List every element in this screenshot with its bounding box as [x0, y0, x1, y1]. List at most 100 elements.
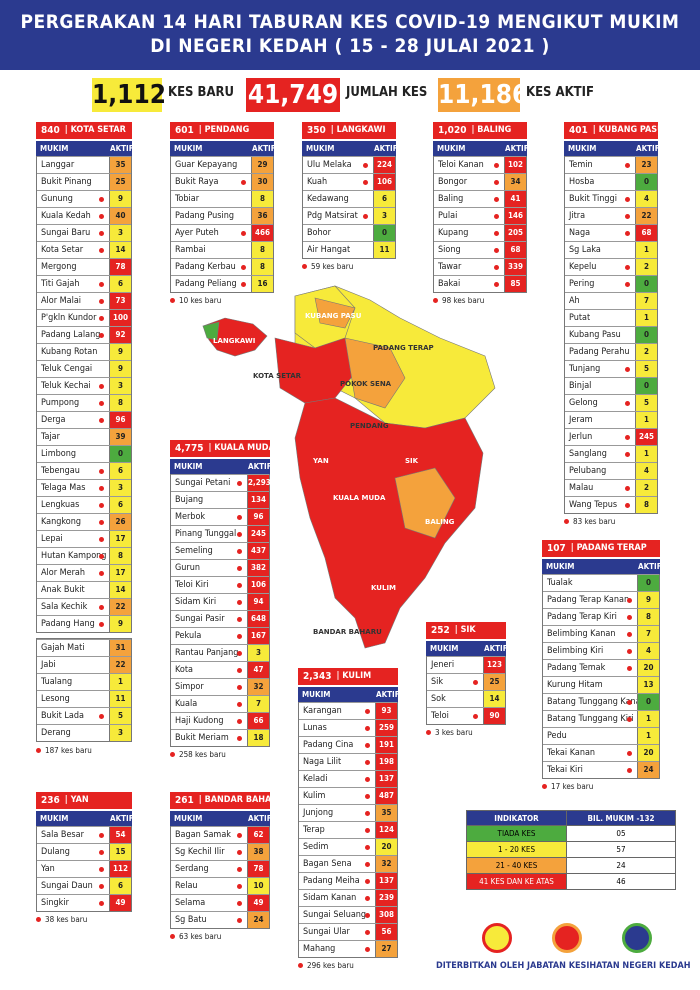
mukim-name: Padang Meiha — [299, 873, 375, 889]
mukim-name-text: Kubang Pasu — [569, 330, 621, 340]
table-row: Siong 68 — [434, 241, 526, 258]
mukim-name-text: Padang Temak — [547, 663, 606, 673]
table-row: Singkir 49 — [37, 894, 131, 911]
new-cases-text: 83 kes baru — [573, 517, 616, 526]
aktif-value: 112 — [109, 861, 131, 877]
indicator-row: 41 KES DAN KE ATAS 46 — [466, 874, 676, 890]
district-header: 401 | KUBANG PASU — [564, 122, 658, 139]
mukim-name-text: Terap — [303, 825, 325, 835]
district-total: 1,020 — [433, 122, 472, 139]
mukim-name-text: Teluk Kechai — [41, 381, 91, 391]
aktif-value: 93 — [375, 703, 397, 719]
table-row: Sedim 20 — [299, 838, 397, 855]
mukim-name: Teluk Cengai — [37, 361, 109, 377]
mukim-name: Padang Cina — [299, 737, 375, 753]
mukim-name-text: Lepai — [41, 534, 63, 544]
mukim-name: Keladi — [299, 771, 375, 787]
table-row: Padang Peliang 16 — [171, 275, 273, 292]
aktif-value: 49 — [109, 895, 131, 911]
aktif-value: 9 — [109, 361, 131, 377]
mukim-name-text: Sungai Petani — [175, 478, 231, 488]
table-row: Guar Kepayang 29 — [171, 156, 273, 173]
table-row: Jitra 22 — [565, 207, 657, 224]
table-row: Padang Terap Kiri 8 — [543, 608, 659, 625]
mukim-name: Padang Lalang — [37, 327, 109, 343]
page-header: PERGERAKAN 14 HARI TABURAN KES COVID-19 … — [0, 0, 700, 70]
table-row: Sidam Kiri 94 — [171, 593, 269, 610]
district-card: 252 | SIK MUKIM AKTIF Jeneri 123 Sik 25 Sok 14 Tel… — [426, 622, 508, 737]
district-card: 4,775 | KUALA MUDA MUKIM AKTIF Sungai Petani… — [170, 440, 272, 759]
aktif-value: 0 — [373, 225, 395, 241]
table-row: Padang Temak 20 — [543, 659, 659, 676]
mukim-name-text: Baling — [438, 194, 464, 204]
mukim-name-text: Teloi Kanan — [438, 160, 484, 170]
mukim-name: Derang — [37, 725, 109, 741]
new-case-dot-icon — [365, 896, 370, 901]
aktif-value: 24 — [247, 912, 269, 928]
col-mukim: MUKIM — [568, 144, 597, 153]
new-case-dot-icon — [99, 197, 104, 202]
mukim-name-text: Singkir — [41, 898, 69, 908]
new-case-dot-icon — [99, 571, 104, 576]
col-aktif: AKTIF — [376, 690, 400, 699]
table-row: Padang Meiha 137 — [299, 872, 397, 889]
mukim-name-text: Selama — [175, 898, 206, 908]
table-row: Kuah 106 — [303, 173, 395, 190]
aktif-value: 6 — [109, 463, 131, 479]
new-case-dot-icon — [365, 828, 370, 833]
new-case-dot-icon — [99, 867, 104, 872]
aktif-value: 22 — [109, 657, 131, 673]
table-row: Derga 96 — [37, 411, 131, 428]
new-case-dot-icon — [99, 605, 104, 610]
map-label-kota-setar: KOTA SETAR — [253, 372, 302, 380]
col-mukim: MUKIM — [40, 144, 69, 153]
mukim-name-text: Pekula — [175, 631, 202, 641]
district-name: | KOTA SETAR — [64, 122, 132, 139]
col-mukim: MUKIM — [174, 144, 203, 153]
table-row: Belimbing Kiri 4 — [543, 642, 659, 659]
new-case-dot-icon — [365, 947, 370, 952]
new-case-dot-icon — [99, 333, 104, 338]
table-row: Sungai Daun 6 — [37, 877, 131, 894]
new-cases-note: 187 kes baru — [36, 746, 92, 755]
new-cases-text: 59 kes baru — [311, 262, 354, 271]
mukim-name-text: Sungai Baru — [41, 228, 91, 238]
aktif-value: 198 — [375, 754, 397, 770]
aktif-value: 0 — [637, 694, 659, 710]
table-row: Sg Batu 24 — [171, 911, 269, 928]
new-case-dot-icon — [473, 714, 478, 719]
map-region-orange-patches — [314, 297, 406, 409]
mukim-name-text: Bagan Samak — [175, 830, 231, 840]
mukim-name-text: Bongor — [438, 177, 468, 187]
mukim-name-text: Kuala — [175, 699, 198, 709]
district-header: 252 | SIK — [426, 622, 506, 639]
col-aktif: AKTIF — [636, 144, 660, 153]
table-row: Padang Lalang 92 — [37, 326, 131, 343]
aktif-value: 0 — [109, 446, 131, 462]
table-row: Bukit Pinang 25 — [37, 173, 131, 190]
mukim-name: Lengkuas — [37, 497, 109, 513]
stat-kes-aktif: 11,186 KES AKTIF — [438, 76, 608, 114]
mukim-table: Karangan 93 Lunas 259 Padang Cina 191 Naga Lil… — [298, 702, 398, 958]
aktif-value: 137 — [375, 771, 397, 787]
mukim-name-text: Sungai Pasir — [175, 614, 225, 624]
mukim-name: Naga Lilit — [299, 754, 375, 770]
district-name: | KUBANG PASU — [592, 122, 658, 139]
mukim-name-text: Lunas — [303, 723, 327, 733]
mukim-name: Sidam Kanan — [299, 890, 375, 906]
mukim-name: Bongor — [434, 174, 504, 190]
column-headers: MUKIM AKTIF — [564, 141, 660, 156]
new-case-dot-icon — [99, 901, 104, 906]
table-row: Wang Tepus 8 — [565, 496, 657, 513]
mukim-name: Padang Perahu — [565, 344, 635, 360]
aktif-value: 31 — [109, 640, 131, 656]
table-row: Padang Perahu 2 — [565, 343, 657, 360]
aktif-value: 5 — [109, 708, 131, 724]
mukim-name-text: Sok — [431, 694, 446, 704]
new-case-dot-icon — [625, 265, 630, 270]
mukim-name: Pering — [565, 276, 635, 292]
new-case-dot-icon — [625, 503, 630, 508]
mukim-name: Sala Kechik — [37, 599, 109, 615]
mukim-name: Naga — [565, 225, 635, 241]
logos — [462, 918, 672, 958]
